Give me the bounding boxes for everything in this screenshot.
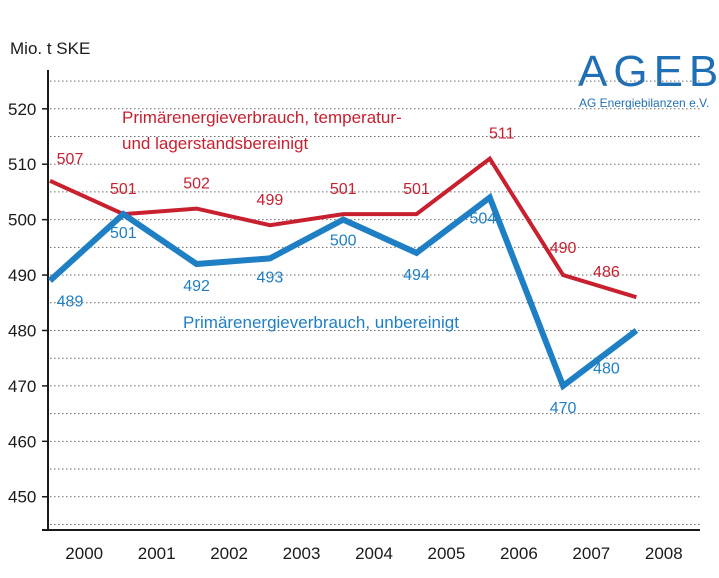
red-series-name-line-1: Primärenergieverbrauch, temperatur- [122, 108, 402, 127]
x-tick-label: 2003 [283, 544, 321, 563]
y-tick-label: 510 [8, 155, 36, 174]
data-label: 501 [110, 181, 137, 198]
x-tick-label: 2001 [138, 544, 176, 563]
data-label: 494 [403, 267, 430, 284]
x-tick-label: 2008 [645, 544, 683, 563]
y-tick-label: 450 [8, 488, 36, 507]
series-lines [47, 155, 639, 391]
data-label: 470 [550, 400, 577, 417]
x-tick-label: 2007 [572, 544, 610, 563]
x-tick-label: 2002 [210, 544, 248, 563]
y-axis-label: Mio. t SKE [10, 39, 90, 58]
data-label: 486 [593, 264, 620, 281]
data-label: 504 [469, 210, 496, 227]
axes [42, 70, 700, 531]
x-tick-label: 2005 [428, 544, 466, 563]
y-tick-label: 490 [8, 266, 36, 285]
data-label: 480 [593, 360, 620, 377]
y-tick-label: 480 [8, 321, 36, 340]
data-label: 492 [183, 278, 210, 295]
y-tick-label: 500 [8, 211, 36, 230]
blue-series-name: Primärenergieverbrauch, unbereinigt [183, 313, 459, 332]
data-label: 502 [183, 176, 210, 193]
data-label: 499 [257, 192, 284, 209]
x-tick-label: 2000 [65, 544, 103, 563]
legend-red-series: Primärenergieverbrauch, temperatur- und … [122, 108, 402, 153]
grid [50, 80, 700, 525]
logo-subtitle: AG Energiebilanzen e.V. [579, 96, 709, 110]
data-label: 501 [403, 181, 430, 198]
data-label: 490 [550, 240, 577, 257]
y-tick-label: 460 [8, 432, 36, 451]
data-label: 501 [110, 225, 137, 242]
x-tick-label: 2004 [355, 544, 393, 563]
data-label: 500 [330, 233, 357, 250]
data-label: 493 [257, 269, 284, 286]
x-tick-labels: 2000 2001 2002 2003 2004 2005 2006 2007 2008 [65, 544, 682, 563]
data-label: 501 [330, 181, 357, 198]
ageb-logo: AGEB AG Energiebilanzen e.V. [578, 47, 719, 110]
logo-main: AGEB [578, 47, 719, 96]
data-label: 507 [57, 151, 84, 168]
red-series-name-line-2: und lagerstandsbereinigt [122, 134, 308, 153]
data-labels: 507 501 502 499 501 501 511 490 486 489 501 492 493 5… [57, 126, 620, 417]
series-line-red [49, 155, 637, 300]
y-tick-label: 520 [8, 100, 36, 119]
y-tick-labels: 450 460 470 480 490 500 510 520 [8, 100, 36, 507]
data-label: 511 [489, 126, 515, 143]
data-label: 489 [57, 294, 84, 311]
x-tick-label: 2006 [500, 544, 538, 563]
series-line-blue [47, 192, 639, 391]
y-tick-label: 470 [8, 377, 36, 396]
